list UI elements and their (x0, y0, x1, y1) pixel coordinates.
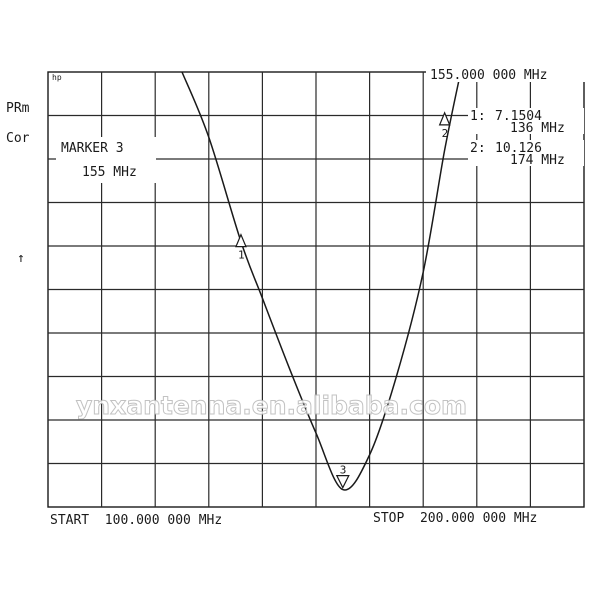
marker-readout-1-value: 7.1504 (495, 109, 542, 124)
trace-curve (181, 71, 462, 491)
watermark-text: ynxantenna.en.alibaba.com (76, 391, 467, 420)
marker-2-triangle-icon (438, 111, 451, 126)
center-frequency: 155.000 000 MHz (430, 68, 547, 83)
correction-label: Cor (6, 131, 30, 146)
sweep-stop: STOP 200.000 000 MHz (373, 511, 537, 526)
marker-3-number: 3 (340, 464, 347, 477)
marker-readout-2-label: 2: (470, 141, 486, 156)
marker-2: 2 (438, 111, 451, 140)
hp-logo: hp (52, 73, 62, 82)
center-freq-backing (426, 66, 586, 82)
marker-1-triangle-icon (235, 233, 247, 248)
active-marker-value: 155 MHz (82, 165, 137, 180)
marker-3-triangle-icon (335, 475, 350, 489)
scale-arrow-icon: ↑ (17, 251, 25, 266)
marker-readout-1-label: 1: (470, 109, 486, 124)
marker-readout-2: 2: 10.126 174 MHz (468, 140, 584, 168)
marker-readout-1: 1: 7.1504 136 MHz (468, 108, 584, 136)
marker-1-number: 1 (238, 249, 245, 262)
active-marker-title: MARKER 3 (61, 141, 124, 156)
marker-2-number: 2 (442, 127, 449, 140)
marker-readout-2-freq: 174 MHz (510, 153, 565, 168)
format-label: PRm (6, 101, 30, 116)
sweep-start: START 100.000 000 MHz (50, 513, 222, 528)
marker-layer: 1 2 3 (235, 111, 451, 489)
marker-1: 1 (235, 233, 247, 262)
marker-readout-1-freq: 136 MHz (510, 121, 565, 136)
marker-3: 3 (335, 464, 350, 489)
marker-label-backing (56, 137, 156, 183)
marker-readout-2-value: 10.126 (495, 141, 542, 156)
